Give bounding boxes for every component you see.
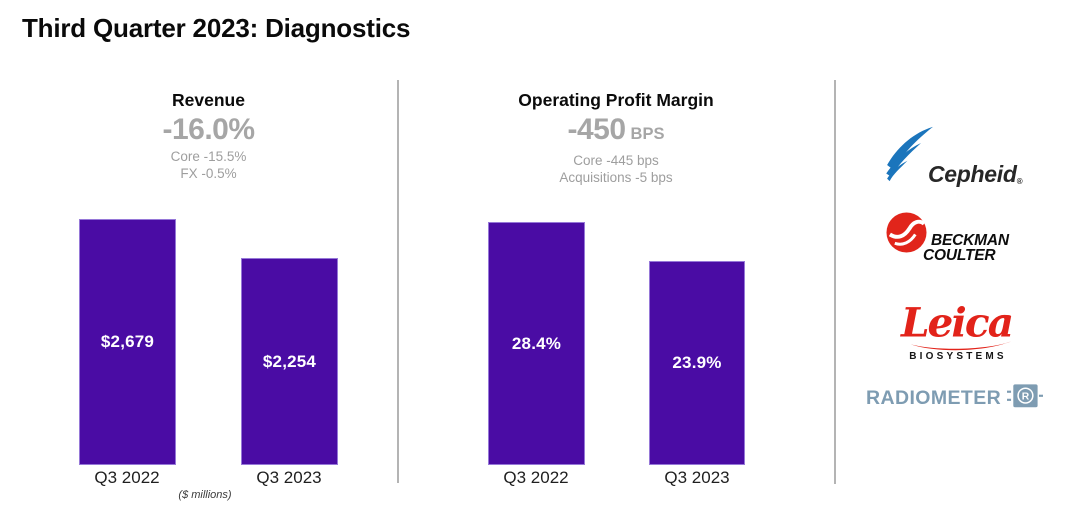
opm-x-label-q3-2022: Q3 2022 — [503, 468, 569, 487]
cepheid-registered-mark: ® — [1016, 177, 1023, 186]
opm-x-label-q3-2023: Q3 2023 — [664, 468, 730, 487]
leica-script-text: Leica — [900, 299, 1012, 347]
leica-script-icon: Leica — [900, 299, 1014, 351]
cepheid-name: Cepheid — [928, 161, 1017, 187]
revenue-breakdown-core: Core -15.5% — [170, 149, 247, 164]
radiometer-icon-letter: R — [1022, 391, 1030, 402]
opm-bar-q3-2023-value: 23.9% — [672, 353, 722, 372]
opm-delta-unit: BPS — [630, 125, 665, 143]
opm-chart-title: Operating Profit Margin — [518, 90, 714, 110]
leica-biosystems-subtext: BIOSYSTEMS — [909, 351, 1007, 362]
beckman-line1: BECKMAN — [931, 232, 1009, 249]
opm-chart-header: Operating Profit Margin -450 BPS Core -44… — [398, 90, 834, 186]
revenue-x-label-q3-2022: Q3 2022 — [94, 468, 160, 487]
revenue-bar-q3-2023-value: $2,254 — [262, 351, 317, 371]
revenue-chart-header: Revenue -16.0% Core -15.5% FX -0.5% — [20, 90, 397, 182]
opm-bar-q3-2023: 23.9% — [649, 261, 745, 465]
opm-breakdown-core: Core -445 bps — [573, 153, 659, 168]
cepheid-swoosh-icon — [886, 126, 933, 182]
revenue-bar-q3-2023: $2,254 — [241, 258, 338, 465]
page-title: Third Quarter 2023: Diagnostics — [22, 13, 411, 43]
revenue-unit-note: ($ millions) — [178, 489, 232, 501]
revenue-delta: -16.0% — [162, 113, 255, 146]
revenue-chart-title: Revenue — [172, 90, 245, 110]
radiometer-seal-icon: R — [1007, 384, 1043, 408]
opm-delta: -450 BPS — [398, 115, 834, 149]
revenue-x-label-q3-2023: Q3 2023 — [256, 468, 322, 487]
divider-revenue-opm — [397, 80, 399, 483]
opm-bar-q3-2022: 28.4% — [488, 222, 585, 465]
beckman-coulter-icon — [886, 212, 927, 253]
radiometer-wordmark: RADIOMETER — [866, 387, 1002, 409]
beckman-coulter-wordmark: BECKMAN COULTER — [923, 232, 1009, 263]
opm-breakdown-acquisitions: Acquisitions -5 bps — [559, 169, 673, 185]
beckman-line2: COULTER — [923, 246, 996, 264]
revenue-bar-q3-2022-value: $2,679 — [100, 332, 155, 351]
revenue-bar-q3-2022: $2,679 — [79, 219, 176, 465]
opm-delta-value: -450 — [567, 113, 627, 146]
opm-bar-q3-2022-value: 28.4% — [511, 333, 562, 353]
revenue-breakdown-fx: FX -0.5% — [180, 165, 237, 181]
cepheid-wordmark: Cepheid® — [928, 161, 1023, 188]
divider-opm-logos — [834, 80, 836, 484]
